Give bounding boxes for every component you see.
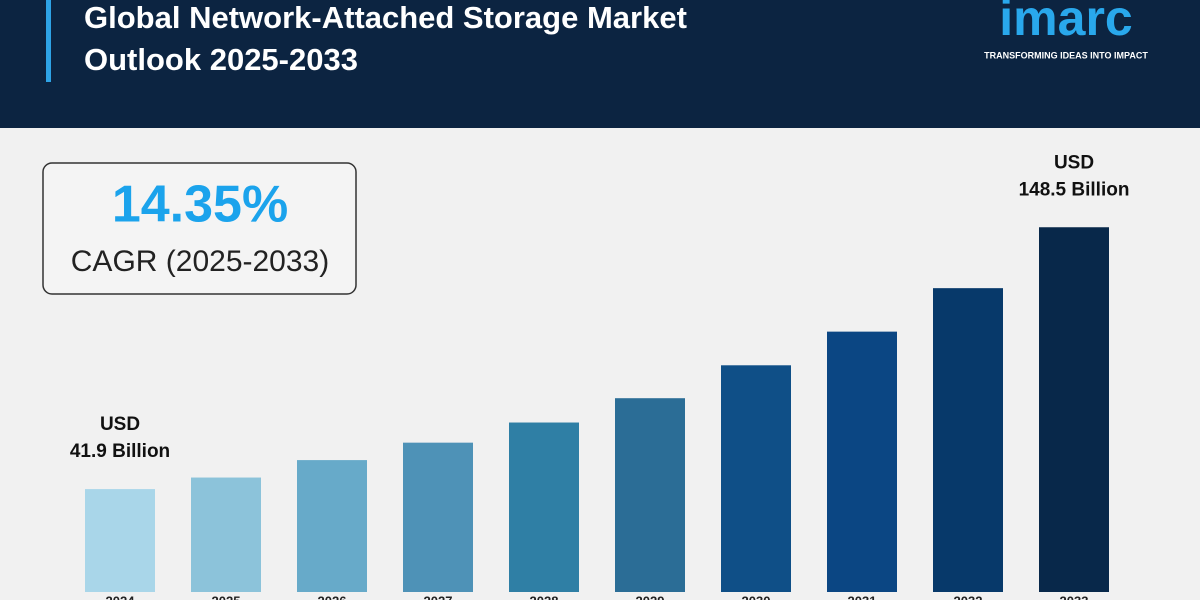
x-tick-label: 2026 [318,593,347,600]
bar [827,331,897,592]
bar [509,422,579,592]
x-tick-label: 2024 [106,593,136,600]
bar [721,365,791,592]
value-label: 148.5 Billion [1019,179,1130,200]
x-tick-label: 2031 [848,593,877,600]
x-tick-label: 2028 [530,593,559,600]
cagr-label: CAGR (2025-2033) [71,245,329,278]
x-tick-label: 2033 [1060,593,1089,600]
title-line: Global Network-Attached Storage Market [84,0,687,35]
value-label: 41.9 Billion [70,441,170,462]
cagr-box [42,162,357,295]
value-unit: USD [100,414,140,435]
logo: imarc [999,0,1132,46]
tagline: TRANSFORMING IDEAS INTO IMPACT [984,50,1148,60]
bar [403,442,473,592]
x-tick-label: 2029 [636,593,665,600]
bar [1039,227,1109,592]
x-tick-label: 2030 [742,593,771,600]
title-line: Outlook 2025-2033 [84,42,358,77]
cagr-value: 14.35% [112,176,288,234]
header-accent [46,0,51,82]
x-tick-label: 2027 [424,593,453,600]
bar [191,477,261,592]
bar [297,460,367,592]
value-unit: USD [1054,152,1094,173]
bar [933,288,1003,592]
header-band [0,0,1200,128]
x-tick-label: 2025 [212,593,241,600]
x-tick-label: 2032 [954,593,983,600]
bar [615,398,685,592]
bar [85,489,155,592]
